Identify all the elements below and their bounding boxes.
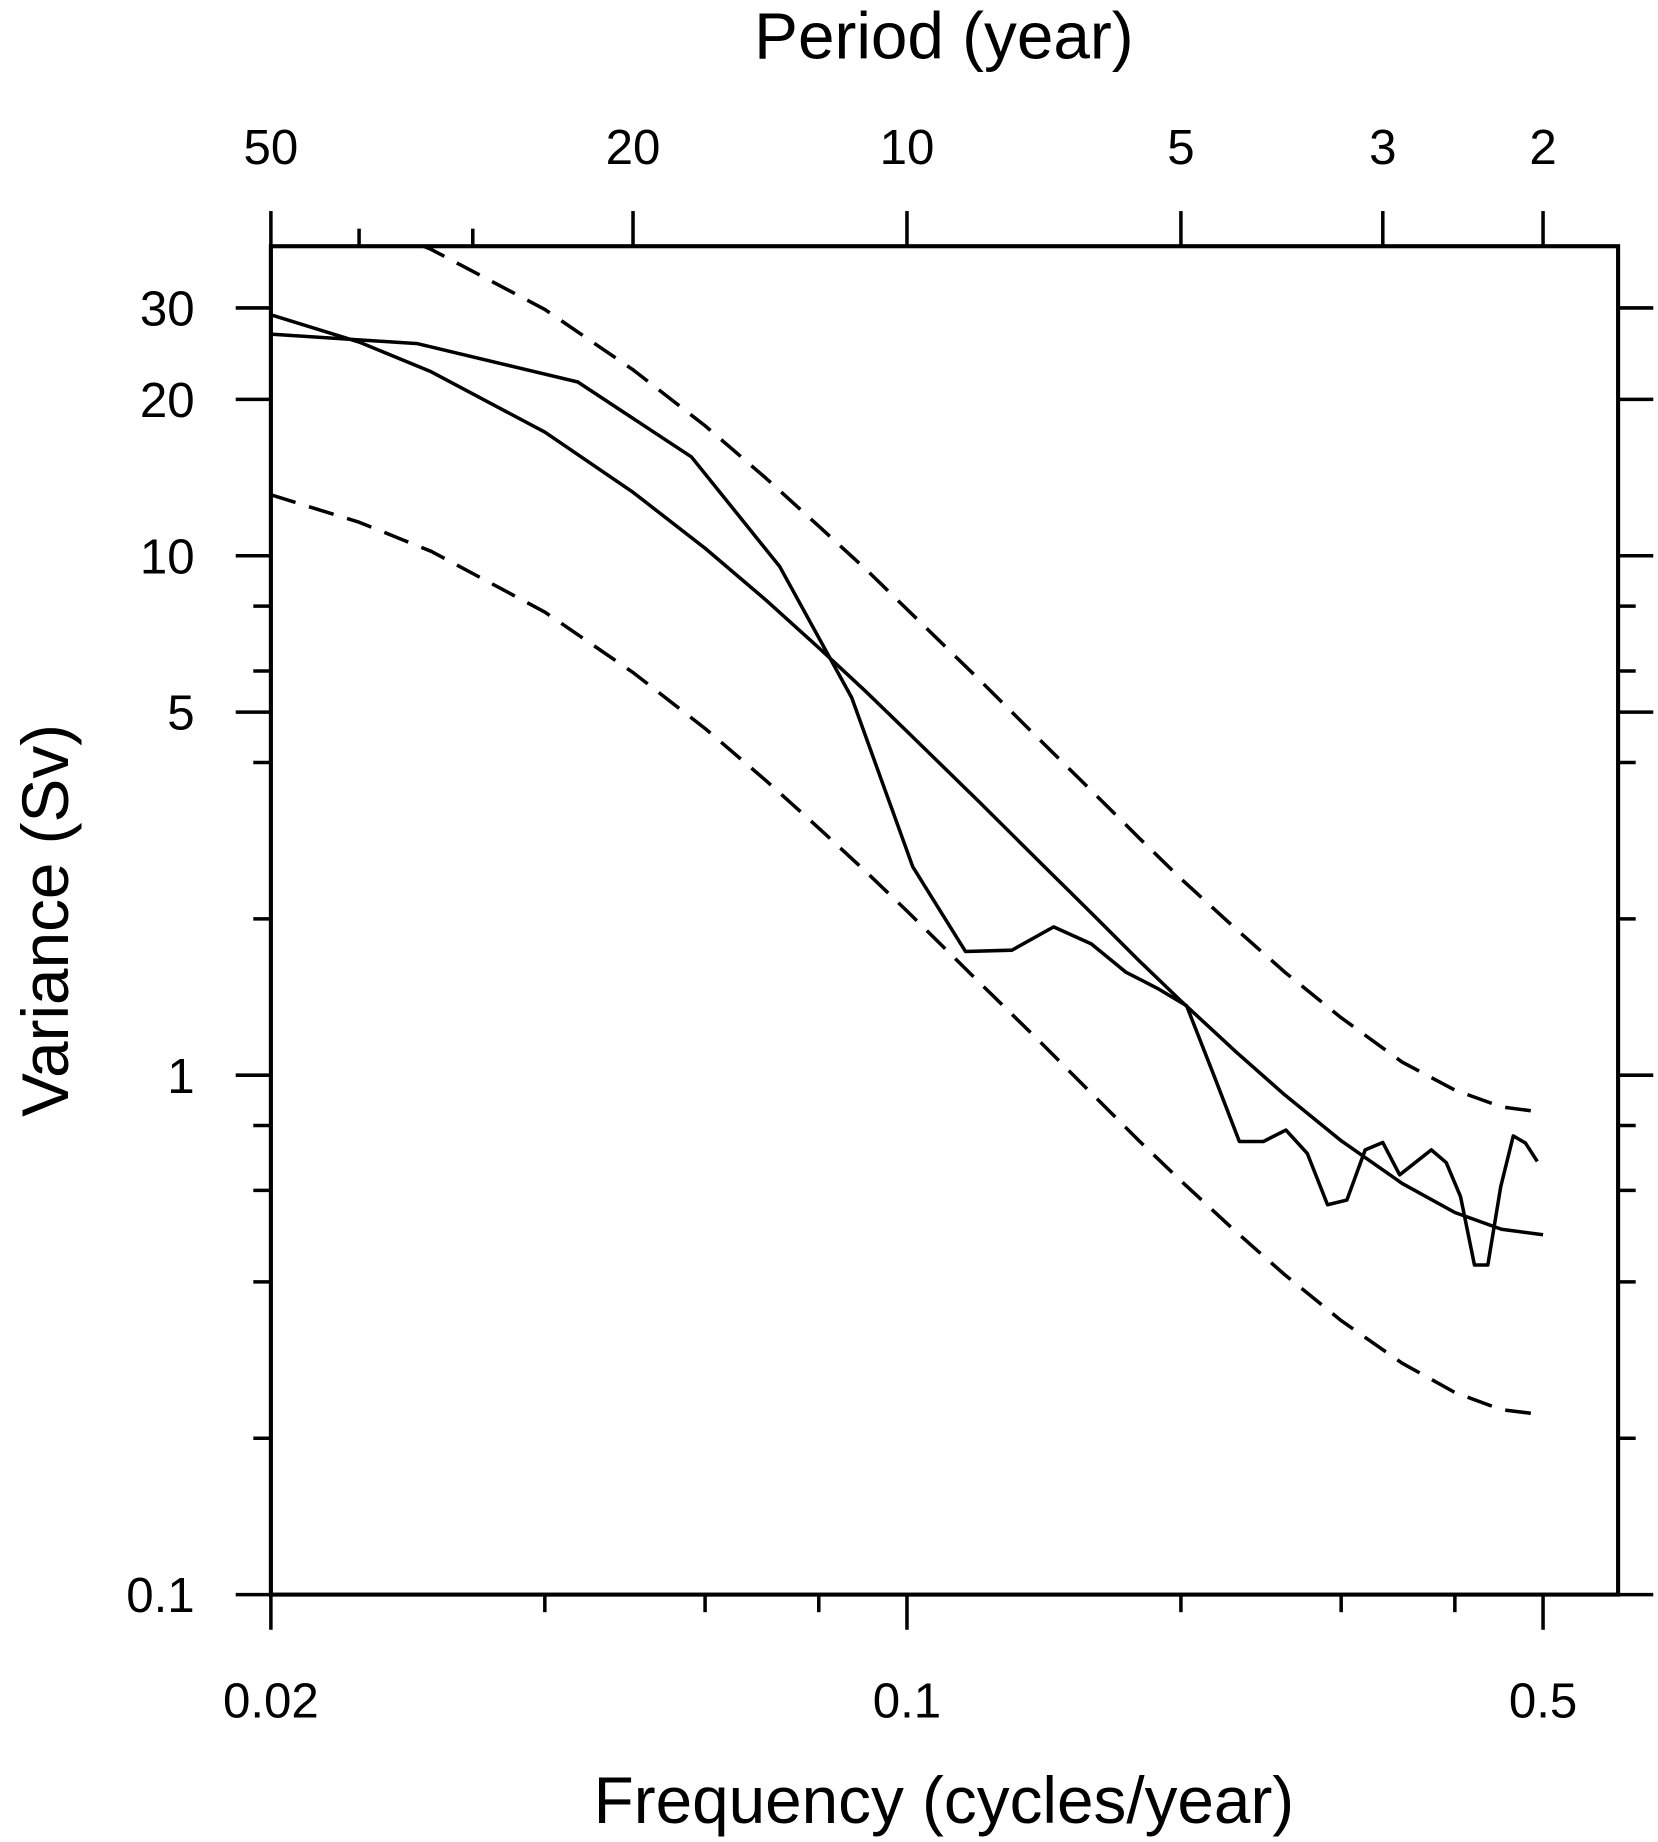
- tick-labels: 0.02 0.1 0.5 50 20 10 5 3 2 0.1 1 5 10 20 30: [126, 120, 1577, 1729]
- top-tick-label: 3: [1369, 120, 1396, 175]
- upper-confidence-line: [418, 246, 1544, 1115]
- top-axis-title: Period (year): [754, 0, 1133, 73]
- y-tick-label: 30: [140, 282, 195, 337]
- y-tick-label: 0.1: [126, 1568, 194, 1623]
- top-tick-label: 2: [1529, 120, 1556, 175]
- spectrum-line: [270, 332, 1539, 1267]
- series-lines: [270, 246, 1544, 1417]
- x-tick-label: 0.02: [223, 1674, 319, 1729]
- top-tick-label: 20: [606, 120, 661, 175]
- red-noise-line: [270, 313, 1544, 1237]
- top-tick-label: 50: [244, 120, 299, 175]
- x-axis-title: Frequency (cycles/year): [594, 1764, 1295, 1837]
- y-tick-label: 5: [167, 686, 194, 741]
- top-tick-label: 10: [880, 120, 935, 175]
- top-tick-label: 5: [1167, 120, 1194, 175]
- x-tick-label: 0.5: [1509, 1674, 1577, 1729]
- y-axis-title: Variance (Sv): [9, 724, 82, 1117]
- y-tick-label: 10: [140, 529, 195, 584]
- y-tick-label: 20: [140, 373, 195, 428]
- axis-ticks: [235, 211, 1654, 1630]
- lower-confidence-line: [270, 493, 1544, 1417]
- x-tick-label: 0.1: [873, 1674, 941, 1729]
- y-tick-label: 1: [167, 1049, 194, 1104]
- plot-frame: [268, 244, 1621, 1597]
